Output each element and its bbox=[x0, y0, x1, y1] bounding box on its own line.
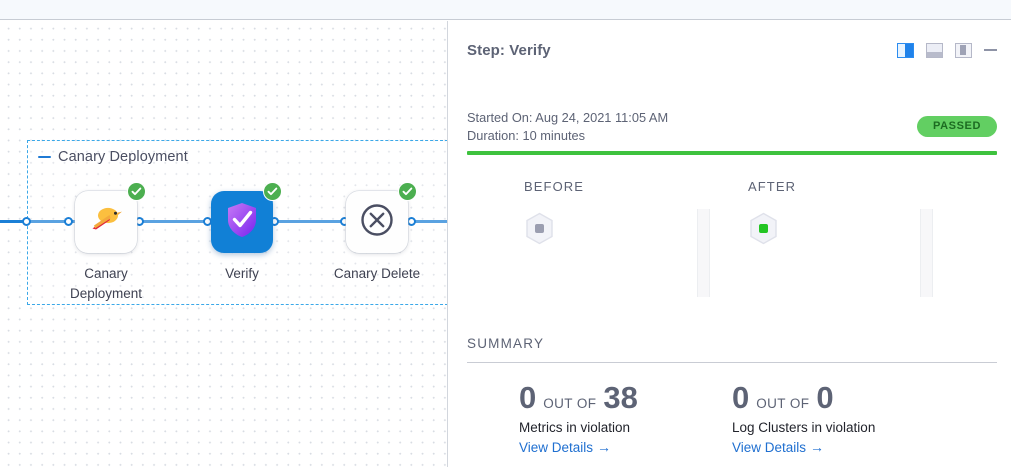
pipeline-node-label: Canary Delete bbox=[312, 264, 442, 284]
layout-right-panel-icon[interactable] bbox=[955, 42, 972, 58]
stage-group-title: Canary Deployment bbox=[58, 149, 188, 165]
circle-x-icon bbox=[359, 202, 395, 243]
progress-bar bbox=[467, 151, 997, 155]
stat-total: 0 bbox=[816, 380, 834, 415]
check-circle-icon bbox=[398, 182, 417, 201]
stat-description: Metrics in violation bbox=[519, 420, 631, 435]
stat-total: 38 bbox=[603, 380, 638, 415]
view-details-label: View Details bbox=[519, 439, 594, 455]
node-label-line-2: Deployment bbox=[69, 286, 143, 301]
arrow-right-icon: → bbox=[810, 439, 825, 455]
before-after-comparison: BEFORE AFTER bbox=[467, 179, 997, 304]
check-circle-icon bbox=[263, 182, 282, 201]
stat-description: Log Clusters in violation bbox=[732, 420, 876, 435]
step-meta: Started On: Aug 24, 2021 11:05 AM Durati… bbox=[467, 109, 668, 145]
stat-value: 0 bbox=[519, 380, 537, 415]
started-on-text: Started On: Aug 24, 2021 11:05 AM bbox=[467, 110, 669, 125]
arrow-right-icon: → bbox=[597, 439, 612, 455]
stat-log-clusters-in-violation: 0 OUT OF 0 Log Clusters in violation Vie… bbox=[732, 381, 982, 457]
before-title: BEFORE bbox=[524, 179, 585, 194]
canary-bird-icon bbox=[86, 203, 126, 242]
pipeline-node-verify[interactable] bbox=[211, 182, 282, 253]
before-column: BEFORE bbox=[511, 179, 741, 304]
stat-outof-label: OUT OF bbox=[756, 396, 810, 411]
summary-heading: SUMMARY bbox=[467, 336, 545, 351]
stat-numbers: 0 OUT OF 0 bbox=[732, 381, 982, 417]
before-status-square bbox=[535, 224, 544, 233]
shield-check-icon bbox=[225, 201, 259, 244]
connector-port bbox=[22, 217, 31, 226]
panel-divider bbox=[447, 21, 448, 467]
pipeline-node-canary-delete[interactable] bbox=[346, 182, 417, 253]
summary-divider bbox=[467, 362, 997, 363]
stat-numbers: 0 OUT OF 38 bbox=[519, 381, 769, 417]
header-actions bbox=[897, 42, 997, 58]
status-badge: PASSED bbox=[917, 116, 997, 137]
layout-horizontal-split-icon[interactable] bbox=[926, 42, 943, 58]
after-hexagon-node[interactable] bbox=[749, 212, 778, 245]
minimize-icon[interactable] bbox=[984, 49, 997, 51]
pipeline-node-label: Verify bbox=[177, 264, 307, 284]
after-title: AFTER bbox=[748, 179, 797, 194]
step-details-panel: Step: Verify Started On: Aug 24, 2021 11… bbox=[449, 21, 1011, 467]
pipeline-node-canary-deployment[interactable] bbox=[75, 182, 146, 253]
layout-vertical-split-icon[interactable] bbox=[897, 42, 914, 58]
column-scroll-track[interactable] bbox=[920, 209, 933, 297]
before-hexagon-node[interactable] bbox=[525, 212, 554, 245]
pipeline-canvas[interactable]: Canary Deployment Ca bbox=[0, 21, 447, 467]
page-title: Step: Verify bbox=[467, 41, 551, 59]
step-details-header: Step: Verify bbox=[467, 38, 997, 62]
after-status-square bbox=[759, 224, 768, 233]
check-circle-icon bbox=[127, 182, 146, 201]
view-details-link[interactable]: View Details → bbox=[732, 439, 824, 455]
after-column: AFTER bbox=[735, 179, 965, 304]
connector-port bbox=[64, 217, 73, 226]
summary-stats: 0 OUT OF 38 Metrics in violation View De… bbox=[467, 381, 997, 467]
node-label-line-1: Canary Delete bbox=[333, 266, 421, 281]
stat-value: 0 bbox=[732, 380, 750, 415]
pipeline-node-label: Canary Deployment bbox=[41, 264, 171, 304]
top-header-strip bbox=[0, 0, 1011, 20]
view-details-link[interactable]: View Details → bbox=[519, 439, 611, 455]
view-details-label: View Details bbox=[732, 439, 807, 455]
node-label-line-1: Canary bbox=[84, 266, 128, 281]
stat-metrics-in-violation: 0 OUT OF 38 Metrics in violation View De… bbox=[519, 381, 769, 457]
connector-port bbox=[407, 217, 416, 226]
stat-outof-label: OUT OF bbox=[543, 396, 597, 411]
minus-icon[interactable] bbox=[38, 156, 51, 158]
column-scroll-track[interactable] bbox=[697, 209, 710, 297]
duration-text: Duration: 10 minutes bbox=[467, 128, 586, 143]
node-label-line-1: Verify bbox=[225, 266, 259, 281]
stage-group-header[interactable]: Canary Deployment bbox=[38, 149, 188, 165]
